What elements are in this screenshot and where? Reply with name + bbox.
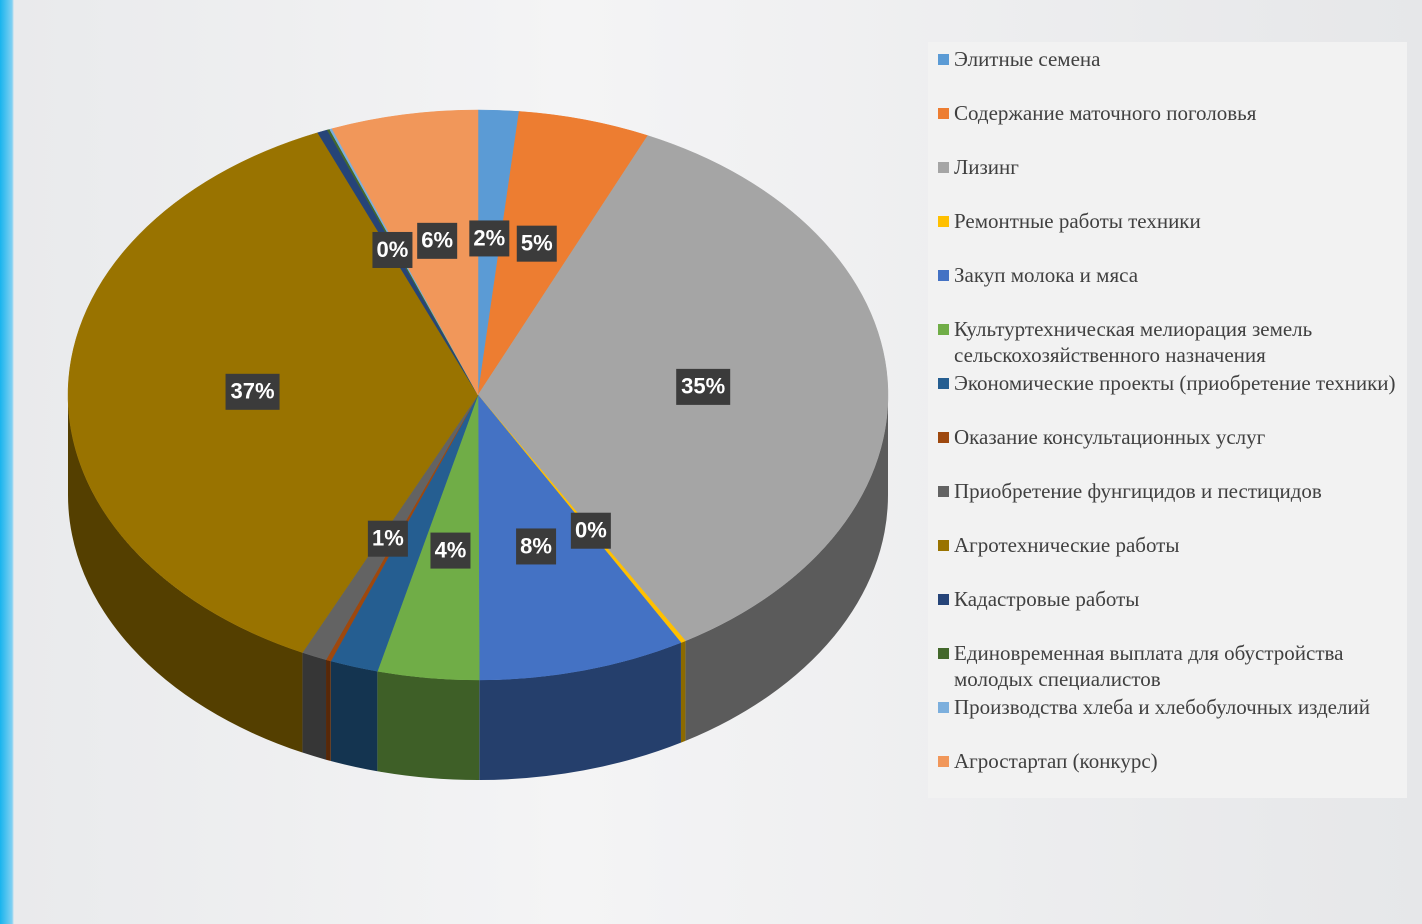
legend-item: Кадастровые работы	[938, 586, 1414, 612]
legend-swatch	[938, 702, 949, 713]
legend-label: Производства хлеба и хлебобулочных издел…	[954, 695, 1370, 719]
data-label-bg	[516, 225, 557, 262]
data-label-bg	[516, 528, 557, 565]
legend-item: Единовременная выплата для обустройства …	[938, 640, 1414, 692]
data-label: 4%	[435, 537, 467, 562]
legend-swatch	[938, 432, 949, 443]
legend-label: Кадастровые работы	[954, 587, 1140, 611]
data-label-bg	[676, 368, 731, 405]
data-label: 5%	[521, 230, 553, 255]
data-label: 35%	[681, 374, 725, 399]
slice-side	[68, 395, 303, 753]
legend-swatch	[938, 756, 949, 767]
data-label: 8%	[520, 533, 552, 558]
data-label: 0%	[377, 237, 409, 262]
legend-label: Агростартап (конкурс)	[954, 749, 1158, 773]
legend-item: Закуп молока и мяса	[938, 262, 1414, 288]
legend-swatch	[938, 162, 949, 173]
legend-label: Оказание консультационных услуг	[954, 425, 1266, 449]
data-label-bg	[570, 512, 611, 549]
data-label: 6%	[421, 228, 453, 253]
slice-side	[302, 652, 327, 760]
data-label: 2%	[473, 225, 505, 250]
legend-label: Культуртехническая мелиорация земель сел…	[954, 317, 1313, 367]
legend-swatch	[938, 270, 949, 281]
legend-swatch	[938, 540, 949, 551]
slice-side	[377, 671, 480, 781]
legend-item: Элитные семена	[938, 46, 1414, 72]
legend-item: Культуртехническая мелиорация земель сел…	[938, 316, 1414, 368]
legend-label: Приобретение фунгицидов и пестицидов	[954, 479, 1322, 503]
legend-item: Экономические проекты (приобретение техн…	[938, 370, 1414, 396]
legend-item: Лизинг	[938, 154, 1414, 180]
legend-label: Закуп молока и мяса	[954, 263, 1139, 287]
slice-side	[680, 640, 686, 743]
legend-swatch	[938, 648, 949, 659]
legend-swatch	[938, 324, 949, 335]
data-label-bg	[225, 373, 280, 410]
data-label-bg	[469, 220, 510, 257]
data-label: 0%	[575, 518, 607, 543]
slice-side	[326, 659, 331, 762]
legend-label: Агротехнические работы	[954, 533, 1180, 557]
legend-swatch	[938, 486, 949, 497]
legend-label: Ремонтные работы техники	[954, 209, 1201, 233]
data-label-bg	[367, 520, 408, 557]
legend-label: Элитные семена	[954, 47, 1101, 71]
legend-label: Экономические проекты (приобретение техн…	[954, 371, 1396, 395]
data-label: 1%	[372, 526, 404, 551]
legend: Элитные семена Содержание маточного погол…	[928, 42, 1407, 798]
legend-swatch	[938, 378, 949, 389]
data-label-bg	[417, 222, 458, 259]
legend-label: Лизинг	[954, 155, 1019, 179]
legend-swatch	[938, 108, 949, 119]
data-label-bg	[372, 231, 413, 268]
slice-side	[330, 661, 378, 772]
pie-chart: 2% 5% 35% 0% 8% 4% 1% 37% 0% 6%	[67, 109, 889, 781]
legend-item: Производства хлеба и хлебобулочных издел…	[938, 694, 1414, 720]
data-label-bg	[430, 532, 471, 569]
legend-item: Содержание маточного поголовья	[938, 100, 1414, 126]
slice-side	[685, 395, 888, 741]
legend-swatch	[938, 216, 949, 227]
legend-label: Содержание маточного поголовья	[954, 101, 1257, 125]
legend-swatch	[938, 594, 949, 605]
legend-item: Агростартап (конкурс)	[938, 748, 1414, 774]
data-label: 37%	[231, 379, 275, 404]
legend-item: Агротехнические работы	[938, 532, 1414, 558]
legend-swatch	[938, 54, 949, 65]
legend-label: Единовременная выплата для обустройства …	[954, 641, 1344, 691]
slice-side	[479, 642, 681, 780]
legend-item: Оказание консультационных услуг	[938, 424, 1414, 450]
legend-item: Ремонтные работы техники	[938, 208, 1414, 234]
legend-item: Приобретение фунгицидов и пестицидов	[938, 478, 1414, 504]
